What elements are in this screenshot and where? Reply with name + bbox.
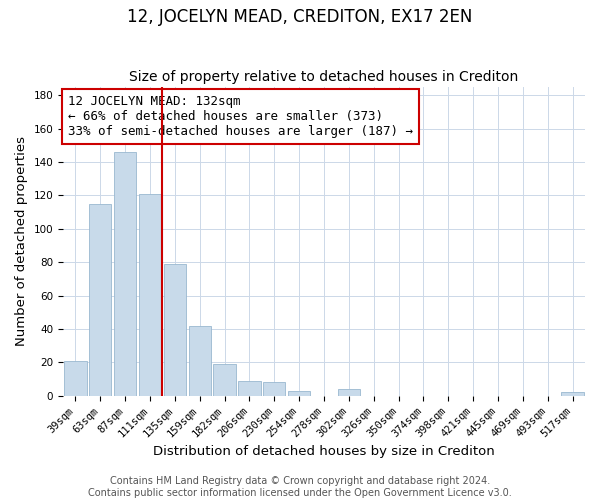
Bar bbox=[263, 382, 286, 396]
Text: Contains HM Land Registry data © Crown copyright and database right 2024.
Contai: Contains HM Land Registry data © Crown c… bbox=[88, 476, 512, 498]
Bar bbox=[139, 194, 161, 396]
Bar bbox=[89, 204, 112, 396]
Y-axis label: Number of detached properties: Number of detached properties bbox=[15, 136, 28, 346]
X-axis label: Distribution of detached houses by size in Crediton: Distribution of detached houses by size … bbox=[153, 444, 495, 458]
Text: 12 JOCELYN MEAD: 132sqm
← 66% of detached houses are smaller (373)
33% of semi-d: 12 JOCELYN MEAD: 132sqm ← 66% of detache… bbox=[68, 95, 413, 138]
Bar bbox=[114, 152, 136, 396]
Bar bbox=[338, 389, 360, 396]
Bar bbox=[562, 392, 584, 396]
Bar bbox=[164, 264, 186, 396]
Bar bbox=[188, 326, 211, 396]
Title: Size of property relative to detached houses in Crediton: Size of property relative to detached ho… bbox=[130, 70, 518, 85]
Bar bbox=[214, 364, 236, 396]
Bar bbox=[238, 380, 260, 396]
Bar bbox=[288, 390, 310, 396]
Text: 12, JOCELYN MEAD, CREDITON, EX17 2EN: 12, JOCELYN MEAD, CREDITON, EX17 2EN bbox=[127, 8, 473, 26]
Bar bbox=[64, 360, 86, 396]
